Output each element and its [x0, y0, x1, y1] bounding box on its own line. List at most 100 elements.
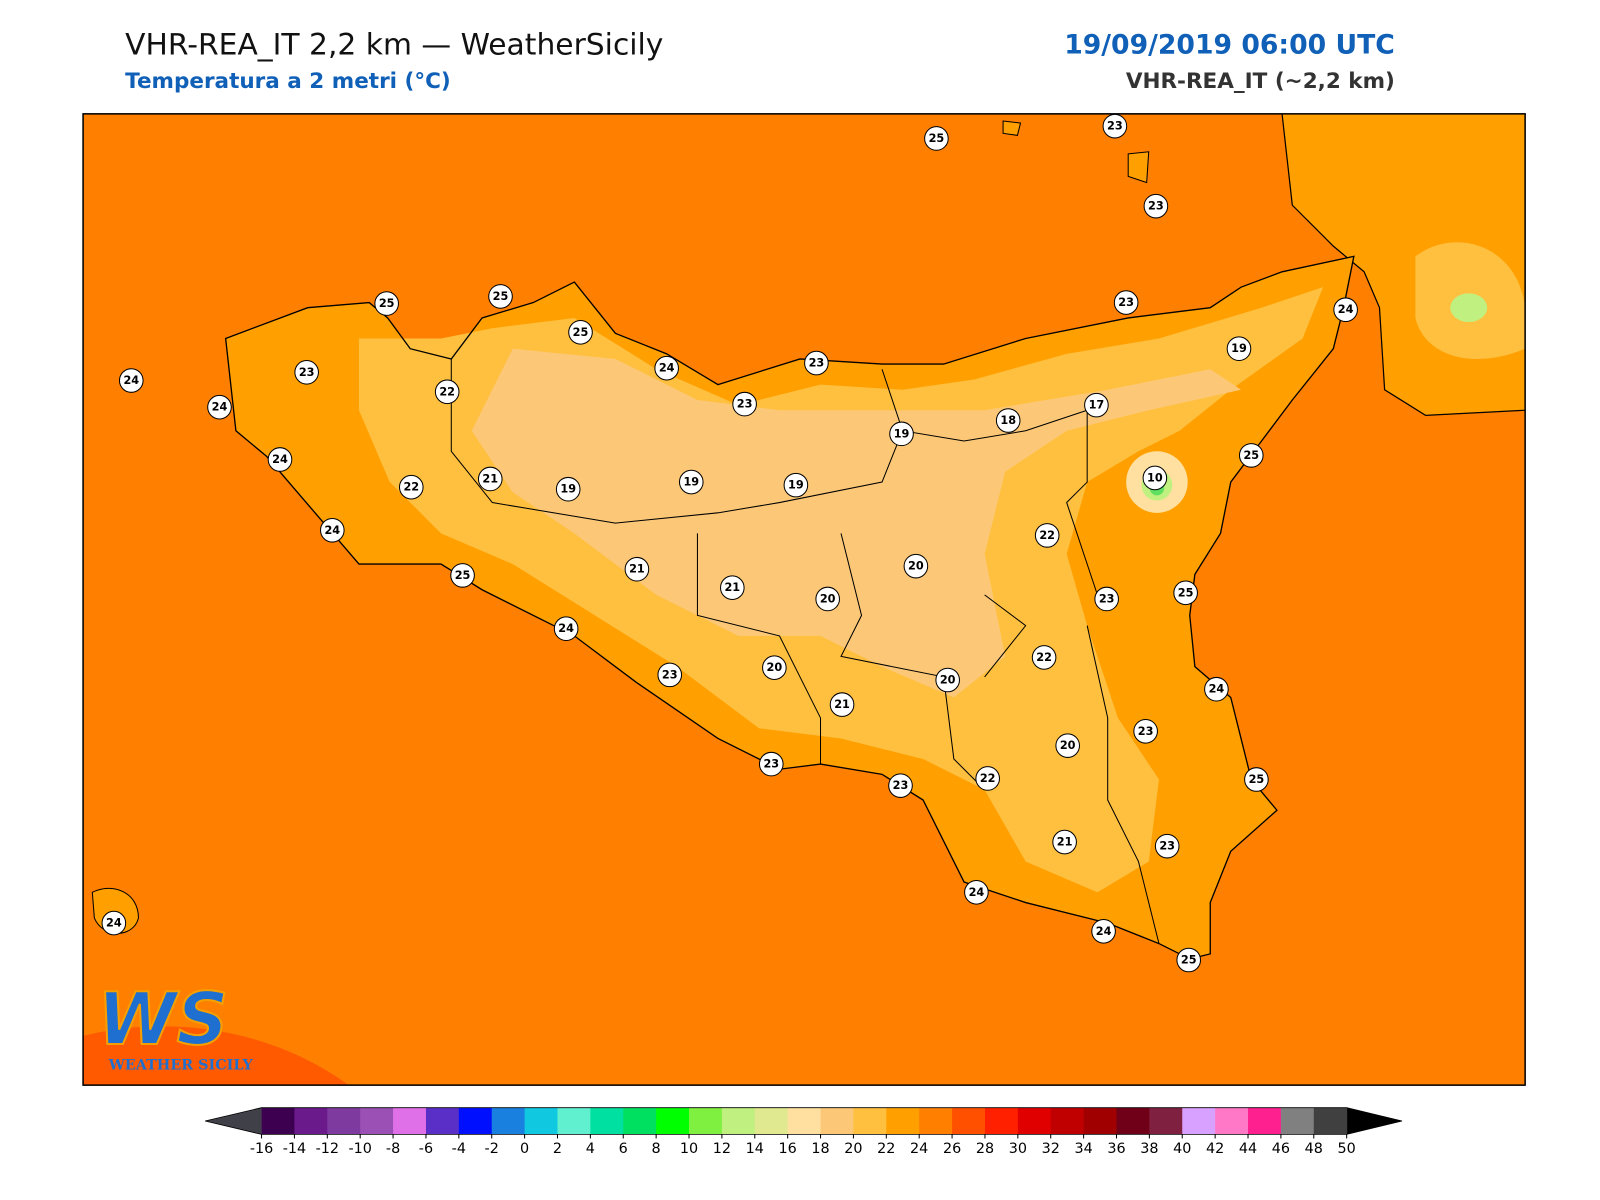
- station-value: 23: [1107, 120, 1123, 133]
- station-value: 23: [1159, 840, 1175, 853]
- title: VHR-REA_IT 2,2 km — WeatherSicily: [125, 27, 663, 62]
- colorbar-tick-label: 0: [520, 1141, 529, 1157]
- colorbar-segment: [360, 1107, 394, 1135]
- station-value: 23: [1118, 296, 1134, 309]
- station-value: 25: [929, 132, 945, 145]
- station-marker: [624, 556, 650, 582]
- station-marker: [207, 394, 232, 420]
- colorbar-segment: [886, 1107, 920, 1135]
- colorbar-tick-label: 36: [1107, 1141, 1125, 1157]
- model-label: VHR-REA_IT (~2,2 km): [1126, 69, 1395, 94]
- logo-mark: WS: [97, 977, 228, 1061]
- station-value: 20: [940, 674, 956, 687]
- colorbar-tick-label: 14: [746, 1141, 764, 1157]
- station-marker: [1176, 947, 1202, 973]
- station-value: 20: [1060, 739, 1076, 752]
- colorbar-tick-label: 38: [1140, 1141, 1158, 1157]
- colorbar-tick-label: -16: [250, 1141, 273, 1157]
- colorbar-tick-label: 8: [652, 1141, 661, 1157]
- station-value: 23: [893, 779, 909, 792]
- station-marker: [450, 563, 475, 588]
- colorbar: -16 -14 -12 -10 -8 -6 -4 -2 0 2 4 6 8 10 12 14 16 18 20 22 2…: [205, 1107, 1403, 1157]
- station-value: 20: [908, 560, 924, 573]
- station-value: 19: [894, 427, 910, 440]
- colorbar-tick-label: 28: [976, 1141, 994, 1157]
- colorbar-segment: [1313, 1107, 1348, 1135]
- station-value: 22: [980, 772, 996, 785]
- station-marker: [1244, 767, 1269, 792]
- station-value: 24: [106, 917, 122, 930]
- station-marker: [434, 379, 460, 405]
- colorbar-segment: [689, 1107, 723, 1135]
- station-marker: [654, 355, 679, 381]
- station-value: 25: [573, 326, 589, 339]
- colorbar-over: [1346, 1107, 1403, 1135]
- station-marker: [1154, 833, 1180, 859]
- colorbar-tick-label: 20: [844, 1141, 862, 1157]
- station-marker: [720, 575, 745, 600]
- colorbar-segment: [1017, 1107, 1052, 1135]
- station-marker: [1143, 193, 1169, 219]
- station-marker: [829, 692, 855, 717]
- colorbar-tick-label: -2: [485, 1141, 499, 1157]
- colorbar-segment: [491, 1107, 526, 1135]
- station-marker: [1142, 465, 1168, 491]
- colorbar-segment: [952, 1107, 986, 1135]
- colorbar-tick-label: 16: [779, 1141, 797, 1157]
- colorbar-segment: [1116, 1107, 1150, 1135]
- station-value: 23: [1148, 200, 1164, 213]
- colorbar-tick-label: 44: [1239, 1141, 1257, 1157]
- colorbar-segment: [1215, 1107, 1249, 1135]
- logo-text: WEATHER SICILY: [108, 1058, 254, 1074]
- station-marker: [398, 474, 424, 500]
- colorbar-segment: [656, 1107, 690, 1135]
- station-marker: [101, 910, 127, 936]
- station-marker: [889, 421, 914, 447]
- colorbar-tick-label: 32: [1042, 1141, 1060, 1157]
- station-value: 24: [324, 524, 340, 537]
- colorbar-tick-label: 4: [586, 1141, 595, 1157]
- station-marker: [1094, 586, 1119, 612]
- colorbar-segment: [1050, 1107, 1085, 1135]
- station-marker: [657, 662, 683, 688]
- colorbar-tick-label: 42: [1206, 1141, 1224, 1157]
- station-value: 25: [1243, 449, 1259, 462]
- station-marker: [1091, 918, 1116, 944]
- station-marker: [903, 553, 929, 579]
- colorbar-tick-label: 22: [877, 1141, 895, 1157]
- colorbar-segment: [1182, 1107, 1216, 1135]
- station-marker: [1333, 297, 1358, 323]
- colorbar-segment: [1280, 1107, 1315, 1135]
- station-value: 24: [1096, 925, 1112, 938]
- station-value: 20: [767, 661, 783, 674]
- colorbar-segment: [557, 1107, 591, 1135]
- station-marker: [1034, 523, 1060, 548]
- station-value: 21: [1057, 836, 1073, 849]
- colorbar-tick-label: -14: [283, 1141, 306, 1157]
- station-value: 21: [834, 698, 850, 711]
- colorbar-segment: [327, 1107, 361, 1135]
- station-marker: [1102, 113, 1128, 139]
- colorbar-under: [205, 1107, 262, 1135]
- station-value: 24: [272, 453, 288, 466]
- colorbar-segment: [919, 1107, 953, 1135]
- station-marker: [964, 880, 989, 905]
- station-value: 24: [212, 401, 228, 414]
- station-value: 25: [1178, 586, 1194, 599]
- station-marker: [1031, 645, 1057, 670]
- station-marker: [568, 319, 593, 345]
- station-marker: [935, 667, 960, 693]
- colorbar-segment: [623, 1107, 657, 1135]
- station-marker: [555, 476, 581, 502]
- station-marker: [553, 616, 579, 642]
- station-marker: [924, 126, 949, 151]
- colorbar-segment: [590, 1107, 624, 1135]
- station-marker: [762, 655, 787, 680]
- datetime: 19/09/2019 06:00 UTC: [1064, 29, 1395, 60]
- station-value: 19: [683, 476, 699, 489]
- station-value: 24: [123, 374, 139, 387]
- station-marker: [267, 447, 293, 472]
- station-value: 23: [809, 357, 825, 370]
- station-value: 22: [1036, 651, 1052, 664]
